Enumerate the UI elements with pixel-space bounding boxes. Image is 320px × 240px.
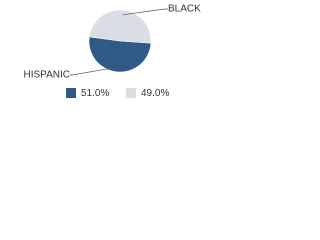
pie-slice [88,9,152,44]
leader-line [70,66,118,76]
slice-label: HISPANIC [24,70,71,81]
legend-label: 51.0% [81,88,109,99]
legend-swatch [66,88,76,98]
legend-swatch [126,88,136,98]
leader-line [122,8,168,16]
legend-label: 49.0% [141,88,169,99]
slice-label: BLACK [168,4,201,15]
chart: HISPANIC BLACK 51.0% 49.0% [24,4,202,100]
pie-slice [88,36,152,73]
